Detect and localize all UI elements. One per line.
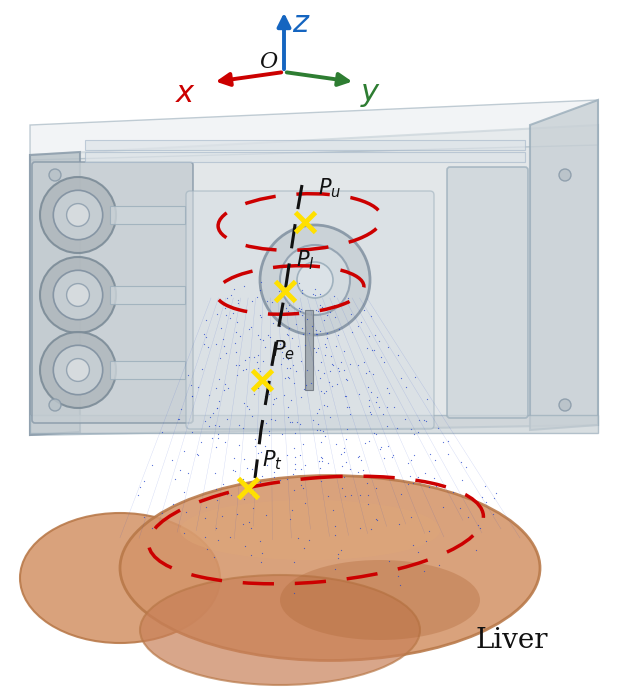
FancyBboxPatch shape xyxy=(447,167,528,418)
Bar xyxy=(110,361,185,379)
Circle shape xyxy=(53,270,103,320)
Circle shape xyxy=(559,169,571,181)
Circle shape xyxy=(297,262,333,298)
Text: $z$: $z$ xyxy=(292,8,311,39)
Text: $P_{l}$: $P_{l}$ xyxy=(296,248,315,272)
Circle shape xyxy=(53,191,103,239)
Polygon shape xyxy=(30,125,598,435)
Polygon shape xyxy=(30,100,598,160)
Text: $x$: $x$ xyxy=(175,78,196,109)
Polygon shape xyxy=(530,100,598,430)
Ellipse shape xyxy=(180,500,440,560)
Circle shape xyxy=(40,177,116,253)
Bar xyxy=(110,206,185,224)
Text: $P_{e}$: $P_{e}$ xyxy=(272,338,295,362)
Ellipse shape xyxy=(120,475,540,660)
FancyBboxPatch shape xyxy=(186,191,434,429)
FancyBboxPatch shape xyxy=(32,162,193,423)
Circle shape xyxy=(260,225,370,335)
Text: $P_{u}$: $P_{u}$ xyxy=(318,176,341,200)
Circle shape xyxy=(53,345,103,395)
Circle shape xyxy=(559,399,571,411)
Circle shape xyxy=(40,257,116,333)
Text: O: O xyxy=(259,51,277,73)
Circle shape xyxy=(49,169,61,181)
Polygon shape xyxy=(30,152,80,435)
Bar xyxy=(30,415,598,433)
Text: Liver: Liver xyxy=(476,627,548,654)
Circle shape xyxy=(67,358,89,381)
Bar xyxy=(305,310,313,390)
Bar xyxy=(85,152,525,162)
Text: $y$: $y$ xyxy=(360,78,381,109)
Ellipse shape xyxy=(140,575,420,685)
Circle shape xyxy=(67,283,89,306)
Bar xyxy=(85,140,525,150)
Circle shape xyxy=(40,332,116,408)
Circle shape xyxy=(49,399,61,411)
Text: $P_{t}$: $P_{t}$ xyxy=(262,449,283,472)
Circle shape xyxy=(280,245,350,315)
Ellipse shape xyxy=(280,560,480,640)
Bar xyxy=(110,286,185,304)
Circle shape xyxy=(67,204,89,226)
Ellipse shape xyxy=(20,513,220,643)
